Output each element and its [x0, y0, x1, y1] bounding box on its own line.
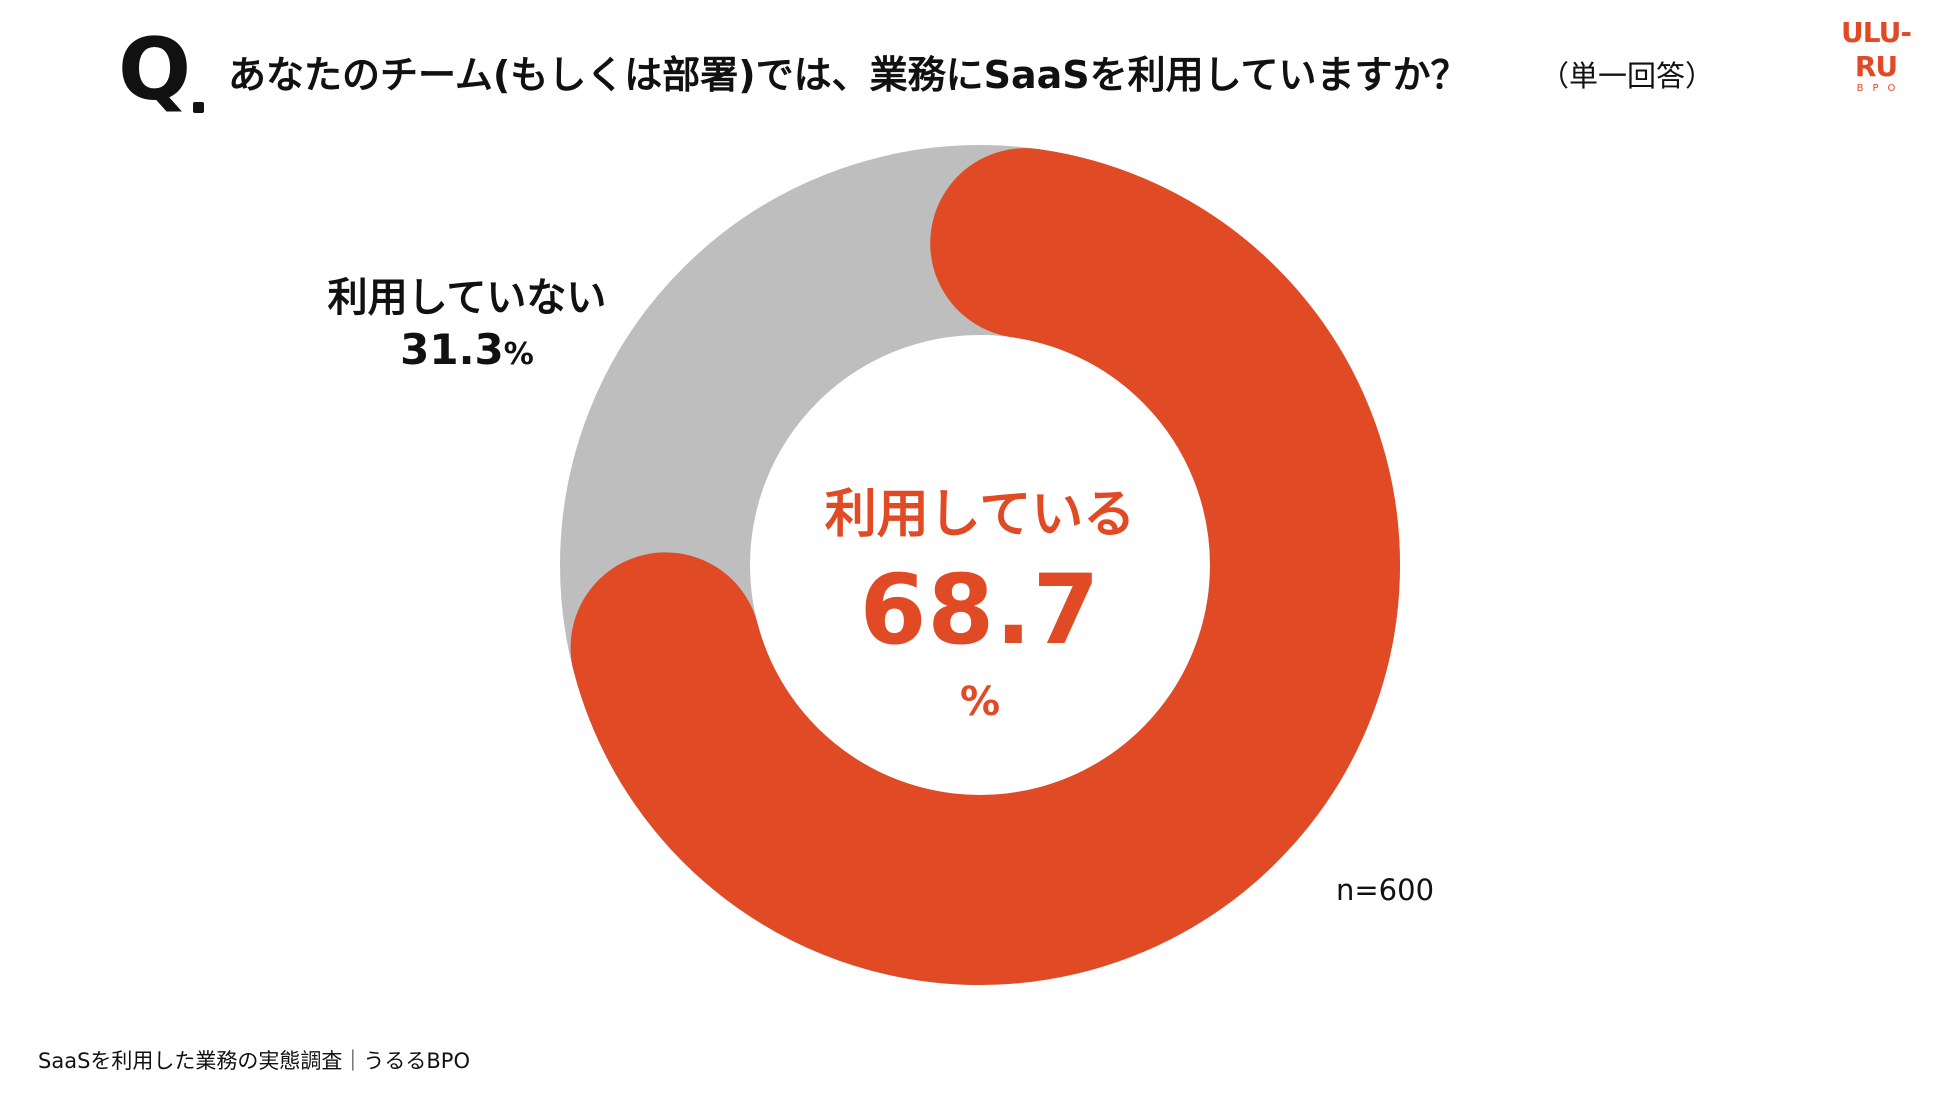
- label-using-value: 68.7: [859, 554, 1101, 666]
- label-using: 利用している 68.7 %: [780, 480, 1180, 734]
- company-logo: ULU-RU BPO: [1822, 16, 1930, 94]
- slice-using: [570, 148, 1400, 985]
- label-not-using-unit: %: [503, 337, 534, 372]
- question-q-dot: [193, 102, 204, 113]
- sample-size: n=600: [1336, 873, 1435, 907]
- label-not-using-number: 31.3: [400, 325, 504, 374]
- question-q-mark: Q: [118, 20, 194, 120]
- label-using-unit: %: [959, 679, 1001, 725]
- label-not-using: 利用していない 31.3%: [312, 272, 622, 381]
- question-text: あなたのチーム(もしくは部署)では、業務にSaaSを利用していますか？: [228, 53, 1469, 97]
- logo-wordmark: ULU-RU: [1841, 16, 1912, 83]
- label-not-using-name: 利用していない: [327, 275, 607, 321]
- label-using-name: 利用している: [824, 485, 1136, 545]
- footer-source: SaaSを利用した業務の実態調査｜うるるBPO: [38, 1049, 470, 1073]
- question-note: （単一回答）: [1540, 59, 1715, 93]
- label-not-using-value: 31.3%: [312, 324, 622, 381]
- logo-subtext: BPO: [1856, 83, 1905, 94]
